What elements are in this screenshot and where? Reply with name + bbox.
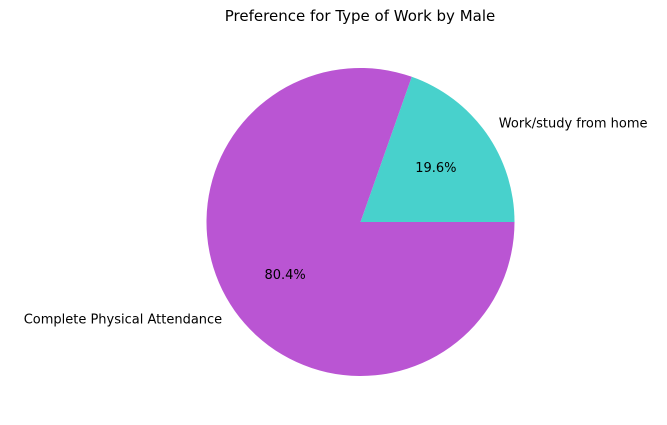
pie-percent-label-2: 80.4% (264, 268, 305, 283)
pie-labels: 19.6% Work/study from home 80.4% Complete P… (24, 117, 648, 328)
pie-category-label-1: Work/study from home (499, 117, 648, 132)
pie-slices (206, 68, 515, 377)
pie-slice-2 (206, 68, 515, 377)
pie-percent-label-1: 19.6% (415, 161, 456, 176)
pie-category-label-2: Complete Physical Attendance (24, 312, 223, 327)
pie-slice-1 (360, 76, 515, 223)
chart-title: Preference for Type of Work by Male (225, 7, 495, 25)
